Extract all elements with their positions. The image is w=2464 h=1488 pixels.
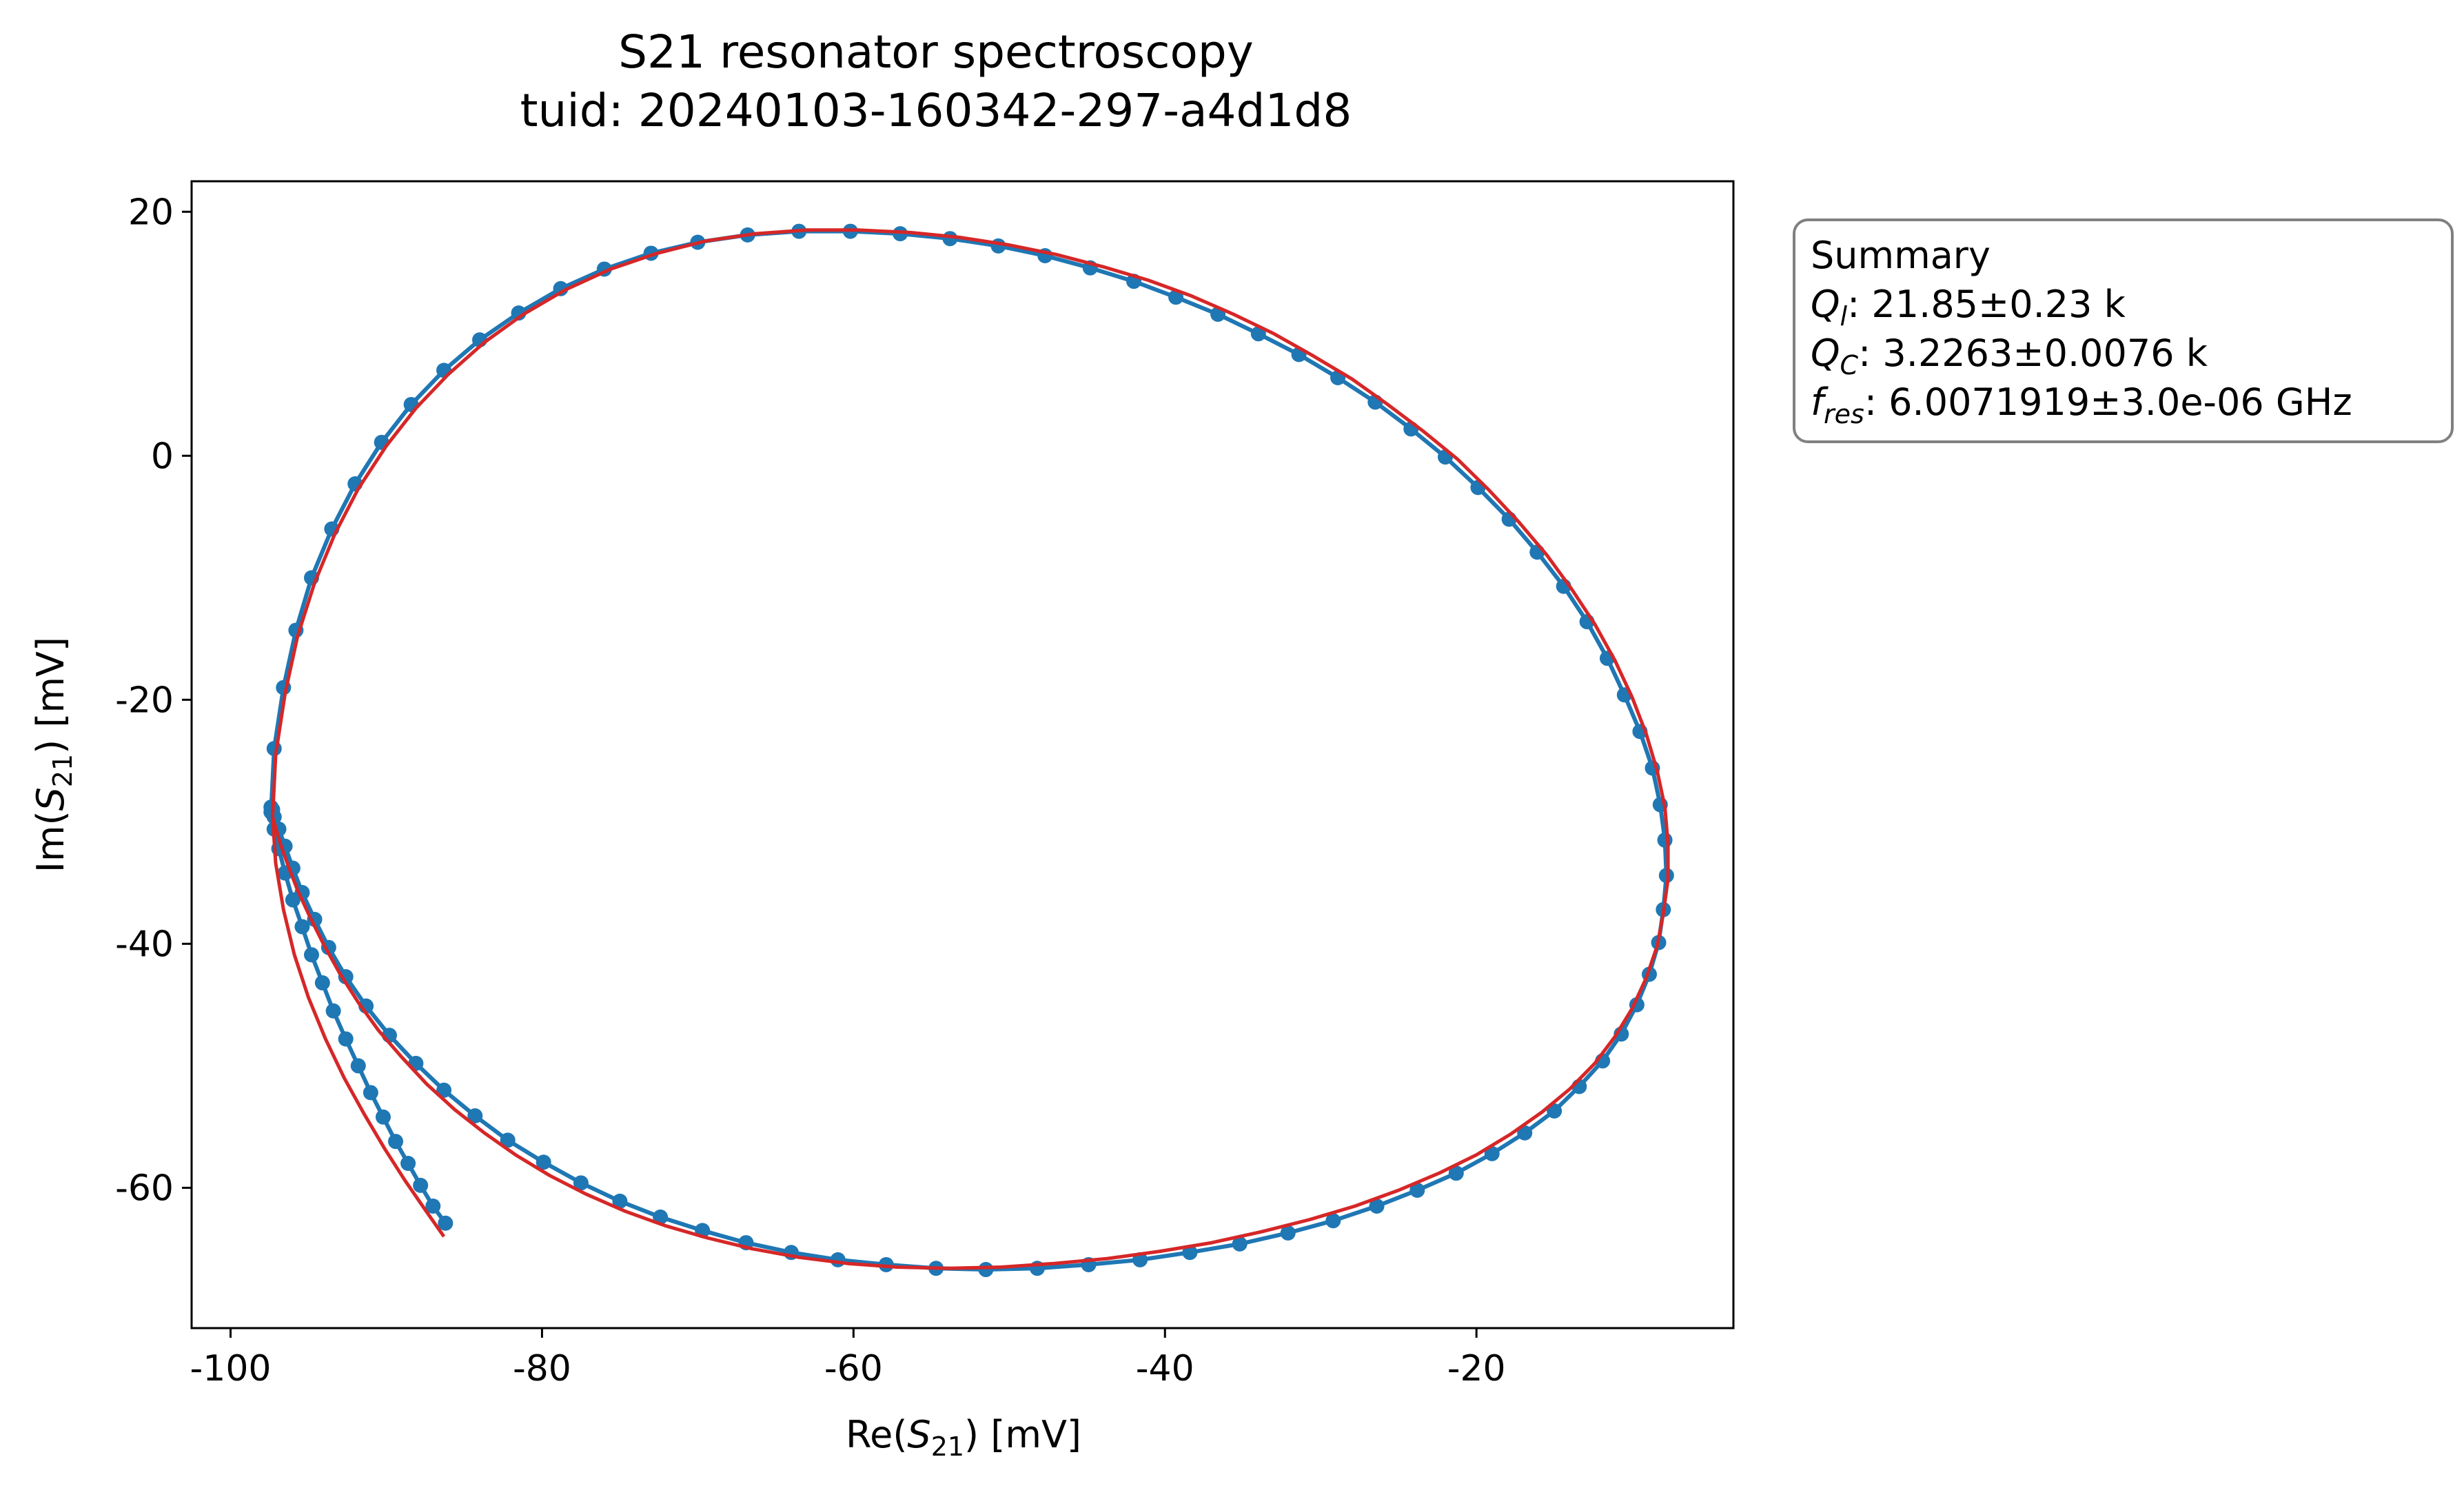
- data-point: [363, 1085, 378, 1101]
- data-point: [467, 1108, 483, 1123]
- x-tick-label: -80: [513, 1348, 571, 1389]
- data-point: [830, 1252, 846, 1267]
- summary-qc: QC: 3.2263±0.0076 k: [1811, 332, 2208, 380]
- summary-ql: Ql: 21.85±0.23 k: [1811, 283, 2126, 332]
- data-point: [338, 1031, 354, 1047]
- data-point: [350, 1058, 366, 1074]
- data-point: [1448, 1165, 1464, 1181]
- plot-area: [190, 180, 1735, 1329]
- data-point: [400, 1156, 416, 1172]
- x-tick-label: -20: [1447, 1348, 1506, 1389]
- y-axis-label: Im(S21) [mV]: [29, 637, 78, 873]
- summary-box: Summary Ql: 21.85±0.23 k QC: 3.2263±0.00…: [1793, 218, 2454, 443]
- data-point: [990, 238, 1006, 254]
- data-point: [1484, 1145, 1500, 1161]
- series-layer: [263, 223, 1674, 1278]
- data-point: [294, 919, 310, 935]
- data-point: [413, 1177, 429, 1193]
- data-point: [438, 1215, 454, 1231]
- data-point: [1409, 1182, 1425, 1198]
- y-tick-label: -20: [115, 680, 174, 721]
- data-point: [338, 969, 354, 985]
- data-point: [1517, 1125, 1533, 1141]
- fit-line: [271, 228, 1670, 1270]
- summary-heading: Summary: [1811, 234, 1990, 277]
- data-point: [536, 1154, 551, 1170]
- y-tick-label: 0: [151, 436, 174, 477]
- data-point: [263, 799, 279, 815]
- x-tick-label: -40: [1136, 1348, 1194, 1389]
- plot-frame: [190, 180, 1735, 1329]
- data-markers: [263, 223, 1674, 1278]
- chart-title-line-2: tuid: 20240103-160342-297-a4d1d8: [520, 84, 1352, 137]
- data-point: [500, 1132, 516, 1148]
- data-point: [612, 1193, 628, 1209]
- data-point: [388, 1134, 404, 1150]
- y-tick-label: 20: [128, 192, 174, 233]
- data-point: [978, 1262, 994, 1278]
- data-point: [1280, 1225, 1296, 1241]
- chart-title-line-1: S21 resonator spectroscopy: [618, 26, 1254, 79]
- x-axis-ticks: -100 -80 -60 -40 -20: [190, 1328, 1506, 1389]
- data-point: [325, 1003, 341, 1019]
- y-axis-ticks: 20 0 -20 -40 -60: [115, 192, 192, 1209]
- data-point: [314, 975, 330, 991]
- data-point: [1657, 832, 1673, 848]
- data-point: [1232, 1236, 1248, 1252]
- data-point: [425, 1198, 441, 1214]
- data-point: [553, 281, 569, 296]
- x-tick-label: -60: [824, 1348, 883, 1389]
- data-point: [1369, 1198, 1385, 1214]
- x-axis-label: Re(S21) [mV]: [846, 1413, 1081, 1462]
- summary-fres: fres: 6.0071919±3.0e-06 GHz: [1811, 380, 2352, 429]
- data-point: [303, 947, 319, 963]
- data-point: [1325, 1213, 1341, 1229]
- x-tick-label: -100: [190, 1348, 271, 1389]
- summary-box-frame: [1793, 218, 2454, 443]
- data-point: [573, 1175, 589, 1191]
- y-tick-label: -60: [115, 1168, 174, 1209]
- data-point: [375, 1109, 391, 1125]
- y-tick-label: -40: [115, 924, 174, 965]
